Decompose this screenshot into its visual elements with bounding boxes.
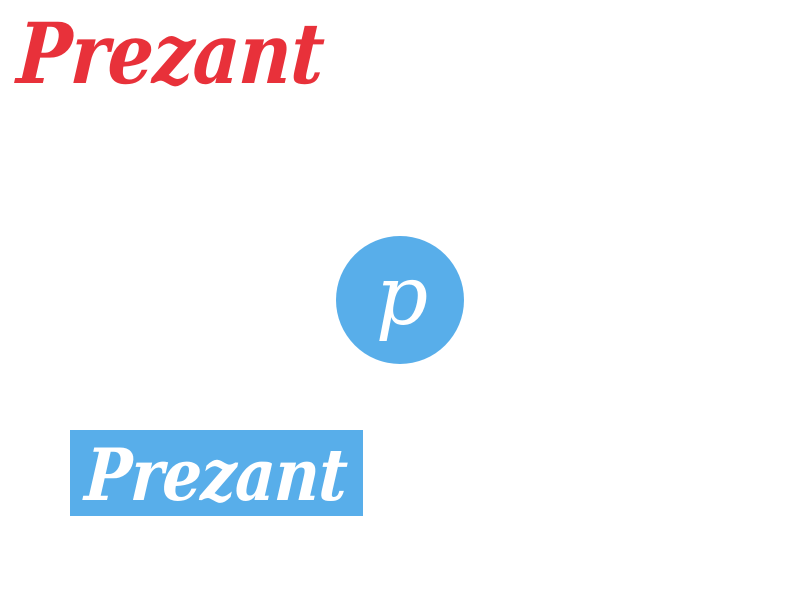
banner-wordmark-logo: Prezant bbox=[70, 430, 363, 516]
red-wordmark-logo: Prezant bbox=[14, 4, 327, 103]
circle-monogram-logo: p bbox=[336, 236, 464, 364]
banner-wordmark-text: Prezant bbox=[83, 432, 350, 516]
monogram-letter: p bbox=[375, 249, 429, 344]
